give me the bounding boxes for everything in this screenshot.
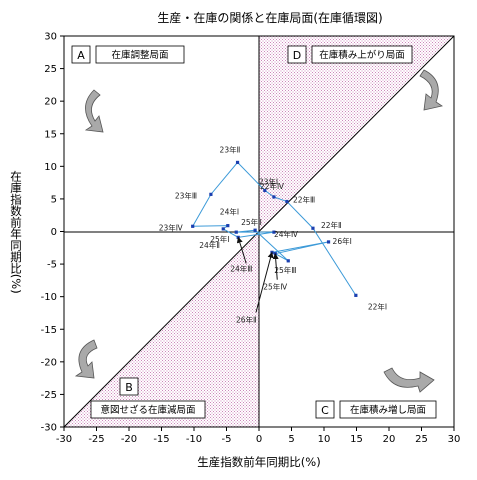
point-label: 24年Ⅱ xyxy=(199,240,220,250)
data-point xyxy=(311,226,315,230)
point-label: 22年Ⅳ xyxy=(260,181,284,191)
data-point xyxy=(253,228,257,232)
y-tick-label: 15 xyxy=(44,129,57,140)
series-line xyxy=(191,161,357,296)
y-tick-label: -25 xyxy=(41,390,57,401)
point-label: 23年Ⅱ xyxy=(220,144,241,154)
data-point xyxy=(191,224,195,228)
leader-arrow xyxy=(236,236,247,264)
point-label: 22年Ⅲ xyxy=(293,195,315,205)
x-tick-label: 0 xyxy=(256,434,262,445)
y-tick-label: 0 xyxy=(51,227,57,238)
quadrant-d-label: 在庫積み上がり局面 xyxy=(319,49,405,61)
data-point xyxy=(272,230,276,234)
data-point xyxy=(285,199,289,204)
point-label: 25年Ⅱ xyxy=(241,217,262,227)
point-label: 24年Ⅰ xyxy=(220,207,239,217)
cycle-arrow-icon xyxy=(383,367,435,393)
x-tick-label: -20 xyxy=(121,434,137,445)
point-label: 23年Ⅲ xyxy=(175,190,197,200)
quadrant-b: B 意図せざる在庫減局面 xyxy=(90,377,206,419)
chart-title: 生産・在庫の関係と在庫局面(在庫循環図) xyxy=(157,10,382,25)
x-tick-label: 25 xyxy=(415,434,428,445)
point-label: 24年Ⅳ xyxy=(274,229,298,239)
x-tick-label: 10 xyxy=(318,434,331,445)
leader-arrow xyxy=(255,251,274,313)
x-axis-label: 生産指数前年同期比(%) xyxy=(197,455,320,469)
data-point xyxy=(354,293,358,297)
cycle-arrow-icon xyxy=(419,69,444,111)
point-label: 23年Ⅰ xyxy=(259,176,278,186)
quadrant-c-letter: C xyxy=(321,404,329,417)
point-label: 22年Ⅰ xyxy=(368,301,387,311)
y-tick-label: -20 xyxy=(41,357,57,368)
diagonal-line xyxy=(63,35,455,428)
point-label: 25年Ⅲ xyxy=(274,265,296,275)
y-tick-label: -30 xyxy=(41,423,57,434)
leader-arrow xyxy=(272,253,279,280)
cycle-arrow-icon xyxy=(74,339,98,379)
data-point xyxy=(263,188,267,193)
y-tick-label: 30 xyxy=(44,32,57,43)
quadrant-b-label: 意図せざる在庫減局面 xyxy=(100,404,195,416)
data-point xyxy=(209,192,213,196)
y-axis-ticks: -30 -25 -20 -15 -10 -5 0 5 10 15 20 25 30 xyxy=(41,32,64,434)
cycle-arrow-icon xyxy=(84,89,104,133)
point-label: 22年Ⅱ xyxy=(321,220,342,230)
data-point xyxy=(234,230,238,234)
y-tick-label: 5 xyxy=(51,194,57,205)
quadrant-c: C 在庫積み増し局面 xyxy=(315,400,437,419)
y-tick-label: -5 xyxy=(47,260,57,271)
quadrant-a: A 在庫調整局面 xyxy=(71,45,185,64)
y-tick-label: -15 xyxy=(41,325,57,336)
data-point xyxy=(326,240,331,244)
x-tick-label: 15 xyxy=(350,434,363,445)
quadrant-d: D 在庫積み上がり局面 xyxy=(287,45,413,64)
point-label: 25年Ⅰ xyxy=(210,234,229,244)
quadrant-c-label: 在庫積み増し局面 xyxy=(350,404,426,416)
data-point xyxy=(226,224,230,228)
y-axis-label: 在庫指数前年同期比(%) xyxy=(9,170,23,293)
x-tick-label: -25 xyxy=(88,434,104,445)
x-tick-label: -10 xyxy=(186,434,202,445)
y-tick-label: 10 xyxy=(44,162,57,173)
x-tick-label: -15 xyxy=(153,434,169,445)
point-label: 26年Ⅰ xyxy=(333,236,352,246)
data-point xyxy=(221,227,225,231)
quadrant-b-letter: B xyxy=(125,381,133,394)
point-label: 25年Ⅳ xyxy=(263,282,287,292)
x-tick-label: 20 xyxy=(383,434,396,445)
y-tick-label: -10 xyxy=(41,292,57,303)
data-point xyxy=(272,195,276,199)
x-tick-label: 30 xyxy=(448,434,461,445)
data-point xyxy=(286,259,290,263)
x-tick-label: -30 xyxy=(56,434,72,445)
point-label: 24年Ⅲ xyxy=(230,263,252,273)
leader-lines xyxy=(236,236,279,313)
y-tick-label: 20 xyxy=(44,97,57,108)
x-tick-label: -5 xyxy=(222,434,232,445)
data-point xyxy=(235,160,240,165)
point-label: 26年Ⅱ xyxy=(236,314,257,324)
y-tick-label: 25 xyxy=(44,64,57,75)
quadrant-a-label: 在庫調整局面 xyxy=(111,49,168,61)
quadrant-d-letter: D xyxy=(293,49,301,62)
point-label: 23年Ⅳ xyxy=(159,222,183,232)
quadrant-a-letter: A xyxy=(77,49,85,62)
x-tick-label: 5 xyxy=(288,434,294,445)
x-axis-ticks: -30 -25 -20 -15 -10 -5 0 5 10 15 20 25 30 xyxy=(56,427,461,445)
